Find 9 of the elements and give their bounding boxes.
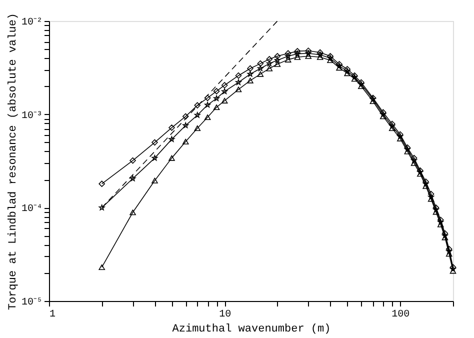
y-tick-label: 10⁻² — [21, 18, 42, 28]
x-tick-label: 1 — [50, 310, 56, 320]
y-tick-label: 10⁻⁵ — [21, 298, 42, 308]
x-tick-label: 10 — [219, 310, 232, 320]
x-tick-label: 100 — [392, 310, 410, 320]
y-axis-title: Torque at Lindblad resonance (absolute value) — [7, 12, 20, 310]
y-tick-label: 10⁻⁴ — [21, 204, 42, 216]
y-tick-label: 10⁻³ — [21, 110, 42, 122]
x-axis-title: Azimuthal wavenumber (m) — [172, 324, 331, 336]
